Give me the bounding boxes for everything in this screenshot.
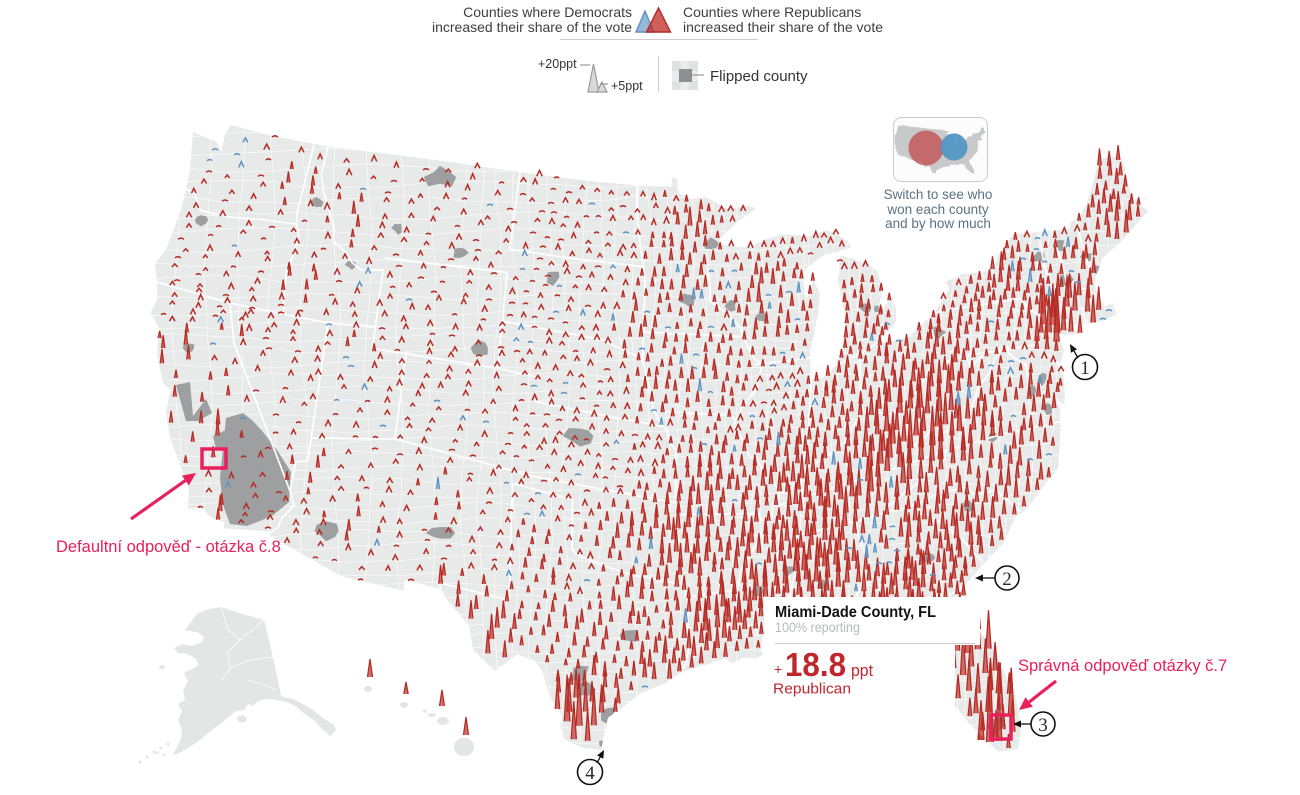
svg-text:100% reporting: 100% reporting: [775, 619, 860, 635]
svg-text:18.8: 18.8: [785, 646, 846, 683]
svg-text:2: 2: [1002, 569, 1012, 590]
svg-text:1: 1: [1080, 358, 1090, 379]
svg-text:4: 4: [585, 763, 595, 784]
svg-text:Defaultní odpověď - otázka č.8: Defaultní odpověď - otázka č.8: [56, 538, 281, 556]
svg-text:Miami-Dade County, FL: Miami-Dade County, FL: [775, 604, 936, 621]
svg-text:Správná odpověď otázky č.7: Správná odpověď otázky č.7: [1018, 657, 1227, 675]
svg-text:3: 3: [1038, 715, 1048, 736]
svg-text:ppt: ppt: [851, 661, 873, 680]
svg-text:Republican: Republican: [773, 681, 851, 698]
svg-text:+: +: [774, 661, 782, 677]
